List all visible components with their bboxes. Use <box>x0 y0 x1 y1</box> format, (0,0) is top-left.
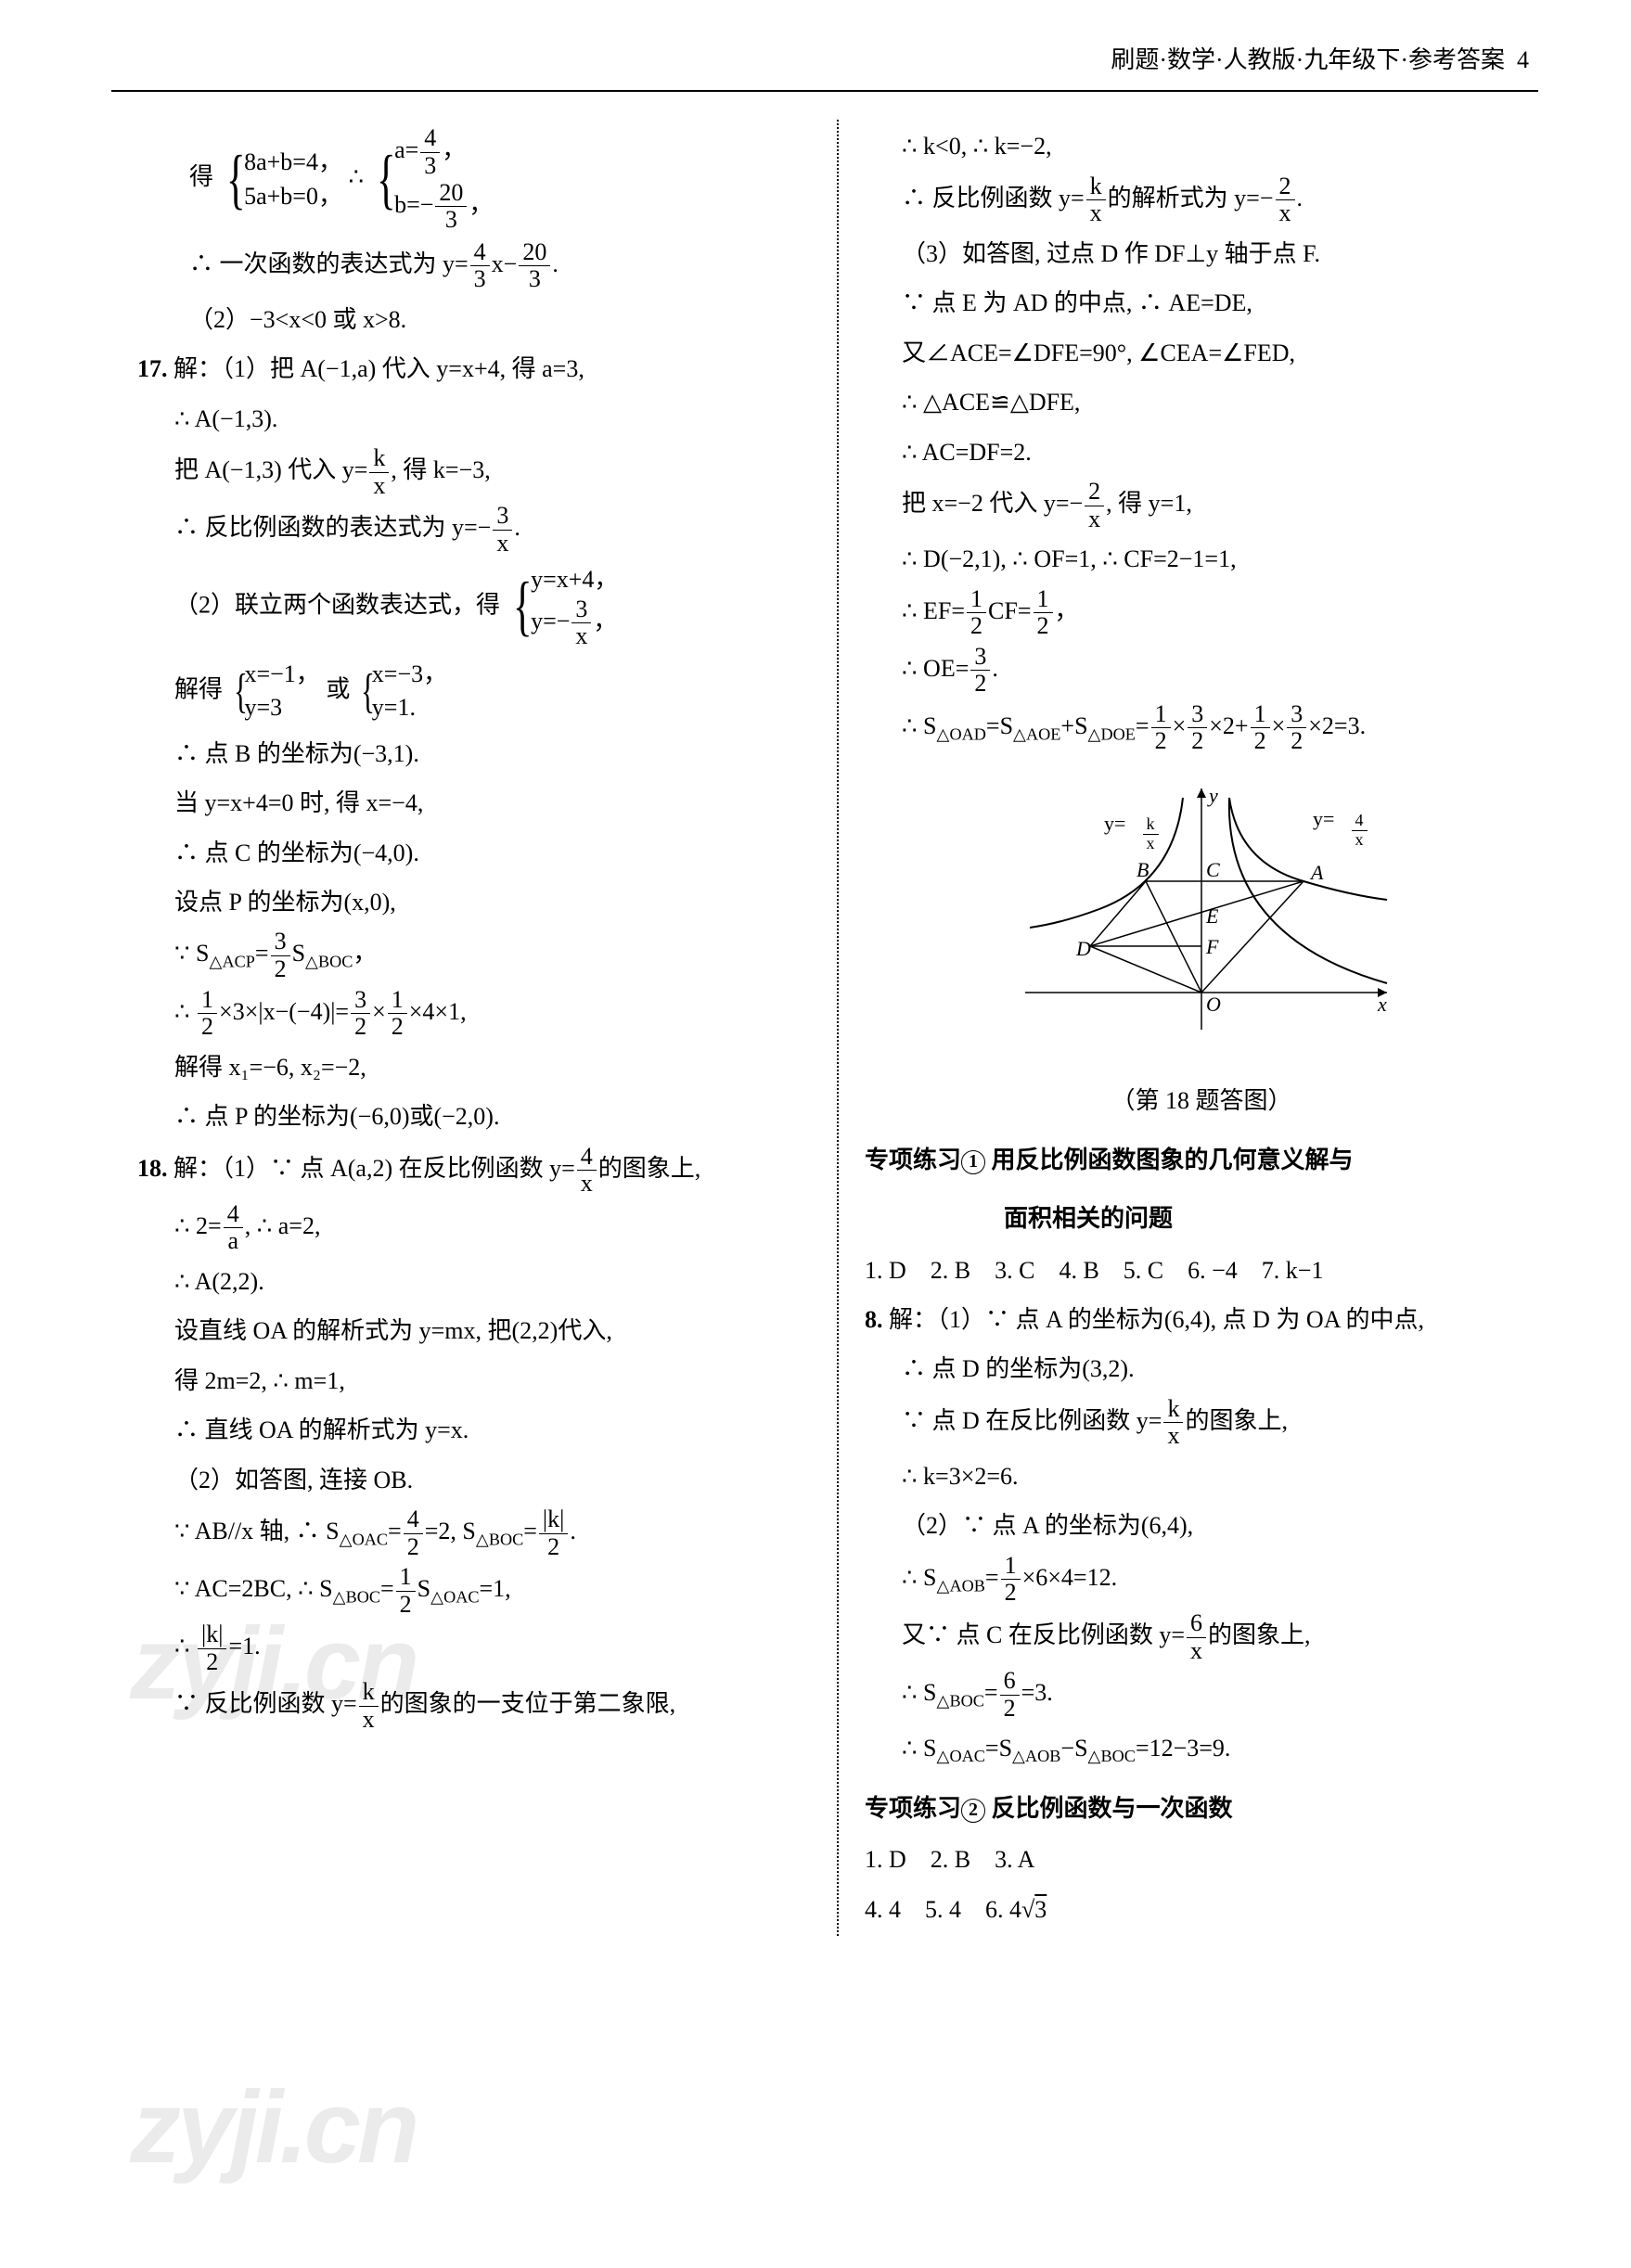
q18-l11: ∵ 反比例函数 y=kx的图象的一支位于第二象限, <box>137 1679 811 1733</box>
svg-text:F: F <box>1205 935 1219 958</box>
right-column: ∴ k<0, ∴ k=−2, ∴ 反比例函数 y=kx的解析式为 y=−2x. … <box>839 120 1538 1936</box>
q8-l6: ∴ S△AOB=12×6×4=12. <box>865 1553 1538 1607</box>
r-l12: ∴ S△OAD=S△AOE+S△DOE=12×32×2+12×32×2=3. <box>865 701 1538 755</box>
q18-l8: ∵ AB//x 轴, ∴ S△OAC=42=2, S△BOC=|k|2. <box>137 1506 811 1560</box>
r-l3: （3）如答图, 过点 D 作 DF⊥y 轴于点 F. <box>865 231 1538 276</box>
q18-l6: ∴ 直线 OA 的解析式为 y=x. <box>137 1407 811 1453</box>
svg-text:y=: y= <box>1313 807 1334 830</box>
q8-l1: 8. 解：（1）∵ 点 A 的坐标为(6,4), 点 D 为 OA 的中点, <box>865 1297 1538 1342</box>
q17-l11: ∵ S△ACP=32S△BOC， <box>137 929 811 982</box>
left-column: 得 { 8a+b=4，5a+b=0， ∴ { a=43， b=−203， ∴ 一… <box>111 120 837 1936</box>
header-text: 刷题·数学·人教版·九年级下·参考答案 <box>1111 46 1505 73</box>
l-l2: ∴ 一次函数的表达式为 y=43x−203. <box>137 239 811 293</box>
q18-l7: （2）如答图, 连接 OB. <box>137 1457 811 1503</box>
r-l2: ∴ 反比例函数 y=kx的解析式为 y=−2x. <box>865 173 1538 227</box>
q8-l8: ∴ S△BOC=62=3. <box>865 1668 1538 1722</box>
r-l9: ∴ D(−2,1), ∴ OF=1, ∴ CF=2−1=1, <box>865 536 1538 582</box>
r-l8: 把 x=−2 代入 y=−2x, 得 y=1, <box>865 479 1538 532</box>
r-l5: 又∠ACE=∠DFE=90°, ∠CEA=∠FED, <box>865 330 1538 376</box>
sp1-heading: 专项练习1 用反比例函数图象的几何意义解与 <box>865 1137 1538 1183</box>
svg-text:D: D <box>1075 937 1091 960</box>
svg-text:y=: y= <box>1104 812 1125 835</box>
watermark-2: zyji.cn <box>130 2031 416 2224</box>
svg-text:B: B <box>1137 858 1149 881</box>
page-header: 刷题·数学·人教版·九年级下·参考答案 4 <box>111 37 1538 92</box>
q17-l13: 解得 x₁=−6, x₂=−2, <box>137 1044 811 1090</box>
q17-l7: ∴ 点 B 的坐标为(−3,1). <box>137 731 811 776</box>
svg-text:C: C <box>1206 858 1220 881</box>
svg-text:A: A <box>1309 861 1324 884</box>
q17-l8: 当 y=x+4=0 时, 得 x=−4, <box>137 780 811 826</box>
sp2-heading: 专项练习2 反比例函数与一次函数 <box>865 1786 1538 1831</box>
q17-l6: 解得 { x=−1，y=3 或 { x=−3，y=1. <box>137 656 811 727</box>
q17-l10: 设点 P 的坐标为(x,0), <box>137 879 811 925</box>
q8-l5: （2）∵ 点 A 的坐标为(6,4), <box>865 1503 1538 1548</box>
svg-text:y: y <box>1207 784 1218 807</box>
r-l4: ∵ 点 E 为 AD 的中点, ∴ AE=DE, <box>865 280 1538 326</box>
q8-l3: ∵ 点 D 在反比例函数 y=kx的图象上, <box>865 1396 1538 1450</box>
figure-18: y x O B C A D E F y= kx y= 4x <box>865 770 1538 1063</box>
r-l6: ∴ △ACE≌△DFE, <box>865 379 1538 425</box>
q17-l12: ∴ 12×3×|x−(−4)|=32×12×4×1, <box>137 987 811 1041</box>
svg-text:E: E <box>1205 904 1219 928</box>
svg-text:x: x <box>1377 993 1387 1016</box>
q18-l5: 得 2m=2, ∴ m=1, <box>137 1358 811 1403</box>
sp2-ans2: 4. 4 5. 4 6. 4√3 <box>865 1887 1538 1932</box>
sp2-ans1: 1. D 2. B 3. A <box>865 1837 1538 1882</box>
q8-l9: ∴ S△OAC=S△AOB−S△BOC=12−3=9. <box>865 1725 1538 1773</box>
l-l3: （2）−3<x<0 或 x>8. <box>137 297 811 342</box>
q18-l4: 设直线 OA 的解析式为 y=mx, 把(2,2)代入, <box>137 1308 811 1353</box>
q8-l2: ∴ 点 D 的坐标为(3,2). <box>865 1346 1538 1391</box>
r-l10: ∴ EF=12CF=12， <box>865 586 1538 640</box>
q8-l4: ∴ k=3×2=6. <box>865 1454 1538 1499</box>
r-l1: ∴ k<0, ∴ k=−2, <box>865 123 1538 169</box>
q17-l14: ∴ 点 P 的坐标为(−6,0)或(−2,0). <box>137 1094 811 1139</box>
q17-l1: 17. 解：（1）把 A(−1,a) 代入 y=x+4, 得 a=3, <box>137 346 811 391</box>
q18-l3: ∴ A(2,2). <box>137 1259 811 1304</box>
q18-l9: ∵ AC=2BC, ∴ S△BOC=12S△OAC=1, <box>137 1564 811 1618</box>
sp1-heading-2: 面积相关的问题 <box>865 1196 1538 1241</box>
content-columns: zyji.cn zyji.cn 得 { 8a+b=4，5a+b=0， ∴ { a… <box>111 120 1538 1936</box>
q17-l4: ∴ 反比例函数的表达式为 y=−3x. <box>137 503 811 557</box>
r-l7: ∴ AC=DF=2. <box>865 429 1538 475</box>
q8-l7: 又∵ 点 C 在反比例函数 y=6x的图象上, <box>865 1610 1538 1664</box>
q17-l5: （2）联立两个函数表达式，得 { y=x+4， y=−3x， <box>137 561 811 653</box>
q18-l10: ∴ |k|2=1. <box>137 1621 811 1675</box>
svg-text:O: O <box>1206 993 1221 1016</box>
l-l1: 得 { 8a+b=4，5a+b=0， ∴ { a=43， b=−203， <box>137 123 811 235</box>
q17-l9: ∴ 点 C 的坐标为(−4,0). <box>137 830 811 876</box>
q18-l1: 18. 解：（1）∵ 点 A(a,2) 在反比例函数 y=4x的图象上, <box>137 1144 811 1198</box>
figure-caption: （第 18 题答图） <box>865 1078 1538 1123</box>
page-number: 4 <box>1517 46 1529 73</box>
q17-l2: ∴ A(−1,3). <box>137 396 811 442</box>
sp1-answers: 1. D 2. B 3. C 4. B 5. C 6. −4 7. k−1 <box>865 1248 1538 1293</box>
q18-l2: ∴ 2=4a, ∴ a=2, <box>137 1201 811 1255</box>
r-l11: ∴ OE=32. <box>865 644 1538 698</box>
q17-l3: 把 A(−1,3) 代入 y=kx, 得 k=−3, <box>137 445 811 499</box>
